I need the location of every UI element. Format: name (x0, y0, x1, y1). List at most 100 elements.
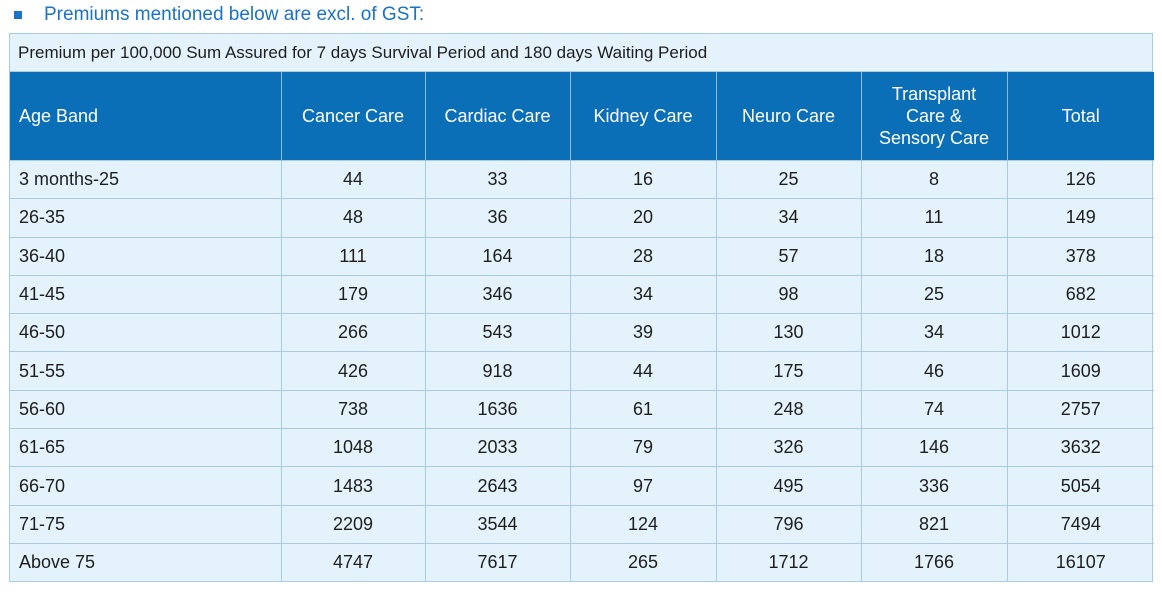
premium-cell: 1609 (1007, 351, 1154, 391)
premium-cell: 46 (861, 351, 1008, 391)
premium-cell: 378 (1007, 236, 1154, 276)
table-caption: Premium per 100,000 Sum Assured for 7 da… (10, 34, 1152, 72)
age-band-cell: Above 75 (10, 542, 282, 582)
section-heading: Premiums mentioned below are excl. of GS… (10, 0, 424, 30)
premium-cell: 1012 (1007, 313, 1154, 352)
column-header: Cancer Care (281, 72, 426, 161)
premium-cell: 146 (861, 428, 1008, 467)
heading-text: Premiums mentioned below are excl. of GS… (44, 4, 425, 25)
table-row: 3 months-25 44 33 16 25 8 126 (10, 159, 1154, 199)
age-band-cell: 66-70 (10, 466, 282, 506)
column-header-line: Transplant (891, 84, 977, 104)
age-band-cell: 71-75 (10, 504, 282, 544)
table-body: 3 months-25 44 33 16 25 8 126 26-35 48 36 20 34 11 14… (10, 159, 1154, 582)
premium-cell: 5054 (1007, 466, 1154, 506)
premium-cell: 111 (281, 236, 426, 276)
column-header: Kidney Care (570, 72, 717, 161)
premium-cell: 8 (861, 159, 1008, 199)
premium-cell: 97 (570, 466, 717, 506)
premium-cell: 34 (861, 313, 1008, 352)
premium-cell: 2209 (281, 504, 426, 544)
age-band-cell: 26-35 (10, 198, 282, 238)
premium-cell: 3632 (1007, 428, 1154, 467)
premium-cell: 2643 (425, 466, 571, 506)
premium-cell: 7617 (425, 542, 571, 582)
column-header-line: Sensory Care (878, 128, 990, 148)
premium-cell: 33 (425, 159, 571, 199)
premium-cell: 821 (861, 504, 1008, 544)
premium-cell: 124 (570, 504, 717, 544)
premium-cell: 179 (281, 274, 426, 314)
premium-cell: 18 (861, 236, 1008, 276)
premium-cell: 149 (1007, 198, 1154, 238)
premium-cell: 74 (861, 389, 1008, 429)
premium-cell: 25 (716, 159, 862, 199)
premium-cell: 1766 (861, 542, 1008, 582)
column-header: Transplant Care & Sensory Care (861, 72, 1008, 161)
premium-cell: 346 (425, 274, 571, 314)
premium-table-container: Premium per 100,000 Sum Assured for 7 da… (9, 33, 1154, 583)
premium-cell: 39 (570, 313, 717, 352)
premium-cell: 130 (716, 313, 862, 352)
table-row: 26-35 48 36 20 34 11 149 (10, 198, 1154, 238)
premium-cell: 20 (570, 198, 717, 238)
premium-cell: 98 (716, 274, 862, 314)
column-header-line: Kidney Care (593, 106, 693, 126)
premium-cell: 918 (425, 351, 571, 391)
premium-cell: 1483 (281, 466, 426, 506)
premium-cell: 266 (281, 313, 426, 352)
premium-cell: 4747 (281, 542, 426, 582)
column-header-line: Care & (905, 106, 963, 126)
table-row: 61-65 1048 2033 79 326 146 3632 (10, 428, 1154, 467)
premium-cell: 796 (716, 504, 862, 544)
table-row: 71-75 2209 3544 124 796 821 7494 (10, 504, 1154, 544)
premium-cell: 28 (570, 236, 717, 276)
age-band-cell: 56-60 (10, 389, 282, 429)
premium-cell: 682 (1007, 274, 1154, 314)
premium-cell: 44 (570, 351, 717, 391)
column-header-line: Cardiac Care (444, 106, 551, 126)
premium-cell: 1636 (425, 389, 571, 429)
premium-cell: 7494 (1007, 504, 1154, 544)
column-header-line: Total (1061, 106, 1100, 126)
premium-cell: 57 (716, 236, 862, 276)
premium-cell: 2033 (425, 428, 571, 467)
premium-cell: 25 (861, 274, 1008, 314)
column-header: Age Band (10, 72, 282, 161)
premium-cell: 248 (716, 389, 862, 429)
premium-cell: 1048 (281, 428, 426, 467)
premium-cell: 126 (1007, 159, 1154, 199)
premium-cell: 16 (570, 159, 717, 199)
premium-cell: 2757 (1007, 389, 1154, 429)
column-header-line: Neuro Care (741, 106, 836, 126)
age-band-cell: 51-55 (10, 351, 282, 391)
table-row: Above 75 4747 7617 265 1712 1766 16107 (10, 542, 1154, 582)
premium-cell: 164 (425, 236, 571, 276)
column-header-line: Age Band (19, 106, 99, 126)
table-row: 51-55 426 918 44 175 46 1609 (10, 351, 1154, 391)
age-band-cell: 36-40 (10, 236, 282, 276)
table-row: 41-45 179 346 34 98 25 682 (10, 274, 1154, 314)
premium-cell: 11 (861, 198, 1008, 238)
premium-cell: 738 (281, 389, 426, 429)
premium-table: Age Band Cancer Care Cardiac Care Kidney Ca… (10, 72, 1154, 582)
table-row: 46-50 266 543 39 130 34 1012 (10, 313, 1154, 352)
premium-cell: 79 (570, 428, 717, 467)
premium-cell: 336 (861, 466, 1008, 506)
column-header: Neuro Care (716, 72, 862, 161)
premium-cell: 426 (281, 351, 426, 391)
age-band-cell: 61-65 (10, 428, 282, 467)
table-row: 66-70 1483 2643 97 495 336 5054 (10, 466, 1154, 506)
premium-cell: 34 (716, 198, 862, 238)
premium-cell: 16107 (1007, 542, 1154, 582)
column-header: Cardiac Care (425, 72, 571, 161)
premium-cell: 3544 (425, 504, 571, 544)
square-bullet-icon (14, 11, 22, 19)
premium-cell: 61 (570, 389, 717, 429)
premium-cell: 34 (570, 274, 717, 314)
column-header: Total (1007, 72, 1154, 161)
premium-cell: 326 (716, 428, 862, 467)
age-band-cell: 41-45 (10, 274, 282, 314)
table-row: 36-40 111 164 28 57 18 378 (10, 236, 1154, 276)
premium-cell: 1712 (716, 542, 862, 582)
